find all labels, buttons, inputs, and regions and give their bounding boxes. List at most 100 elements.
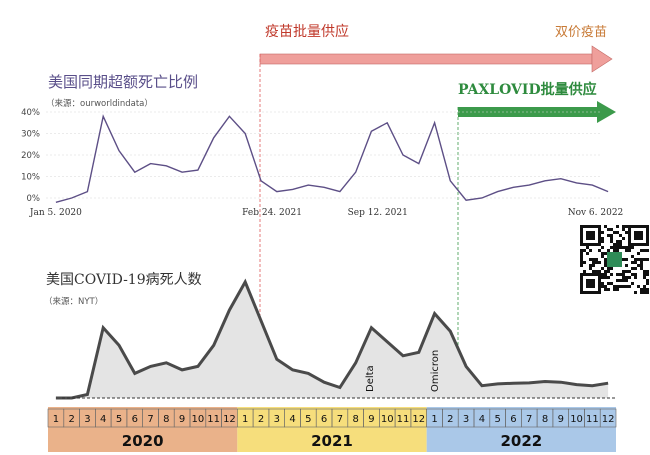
excess-chart-grid xyxy=(46,111,600,199)
qr-module xyxy=(646,270,649,273)
qr-module xyxy=(598,243,601,246)
excess-chart-source: （来源：ourworldindata） xyxy=(46,98,153,109)
qr-module xyxy=(586,243,589,246)
qr-module xyxy=(610,273,613,276)
excess-chart-y-ticks: 0% 10% 20% 30% 40% xyxy=(21,108,40,204)
qr-module xyxy=(628,243,631,246)
qr-module xyxy=(628,246,631,249)
qr-module xyxy=(604,261,607,264)
month-label: 1 xyxy=(431,414,437,425)
qr-module xyxy=(607,228,610,231)
qr-module xyxy=(616,246,619,249)
qr-module xyxy=(598,270,601,273)
qr-module xyxy=(646,273,649,276)
qr-module xyxy=(586,279,589,282)
qr-module xyxy=(637,237,640,240)
qr-module xyxy=(607,276,610,279)
qr-module xyxy=(589,237,592,240)
qr-module xyxy=(598,249,601,252)
qr-module xyxy=(589,231,592,234)
vaccine-supply-label: 疫苗批量供应 xyxy=(265,23,349,40)
qr-module xyxy=(646,243,649,246)
qr-module xyxy=(598,240,601,243)
qr-module xyxy=(580,279,583,282)
qr-module xyxy=(637,234,640,237)
month-label: 3 xyxy=(463,414,469,425)
qr-module xyxy=(622,273,625,276)
month-label: 2 xyxy=(68,414,74,425)
qr-module xyxy=(604,276,607,279)
month-label: 10 xyxy=(381,414,394,425)
month-label: 7 xyxy=(526,414,532,425)
qr-module xyxy=(640,261,643,264)
qr-module xyxy=(592,237,595,240)
omicron-label: Omicron xyxy=(430,350,441,392)
qr-module xyxy=(583,291,586,294)
qr-module xyxy=(601,276,604,279)
qr-module xyxy=(580,240,583,243)
month-label: 1 xyxy=(242,414,248,425)
qr-module xyxy=(622,270,625,273)
qr-module xyxy=(583,225,586,228)
qr-module xyxy=(580,288,583,291)
qr-module xyxy=(613,246,616,249)
qr-module xyxy=(646,291,649,294)
qr-module xyxy=(628,285,631,288)
month-label: 11 xyxy=(207,414,220,425)
excess-y-tick-label: 40% xyxy=(21,108,40,118)
qr-module xyxy=(580,258,583,261)
month-label: 7 xyxy=(337,414,343,425)
qr-module xyxy=(580,243,583,246)
qr-module xyxy=(586,273,589,276)
qr-module xyxy=(601,267,604,270)
qr-module xyxy=(616,231,619,234)
qr-module xyxy=(637,231,640,234)
qr-module xyxy=(631,261,634,264)
qr-module xyxy=(589,234,592,237)
qr-module xyxy=(595,243,598,246)
qr-module xyxy=(583,270,586,273)
qr-module xyxy=(589,282,592,285)
month-label: 11 xyxy=(397,414,410,425)
qr-module xyxy=(595,261,598,264)
qr-module xyxy=(604,273,607,276)
qr-module xyxy=(598,285,601,288)
qr-module xyxy=(643,243,646,246)
qr-module xyxy=(613,288,616,291)
excess-y-tick-label: 0% xyxy=(27,194,41,204)
qr-module xyxy=(598,234,601,237)
qr-module xyxy=(637,264,640,267)
qr-module xyxy=(637,285,640,288)
qr-module xyxy=(592,291,595,294)
excess-x-label: Feb 24. 2021 xyxy=(242,208,302,218)
qr-module xyxy=(643,285,646,288)
qr-module xyxy=(598,261,601,264)
month-label: 8 xyxy=(163,414,169,425)
qr-module xyxy=(625,285,628,288)
qr-module xyxy=(607,282,610,285)
qr-module xyxy=(589,279,592,282)
qr-module xyxy=(592,261,595,264)
qr-module xyxy=(598,288,601,291)
excess-chart-x-labels: Jan 5. 2020 Feb 24. 2021 Sep 12. 2021 Nov 6… xyxy=(29,208,623,218)
month-label: 3 xyxy=(274,414,280,425)
qr-module xyxy=(601,282,604,285)
qr-module xyxy=(604,270,607,273)
qr-module xyxy=(601,246,604,249)
qr-module xyxy=(598,228,601,231)
month-label: 1 xyxy=(53,414,59,425)
qr-module xyxy=(589,273,592,276)
qr-module xyxy=(607,267,610,270)
qr-module xyxy=(643,291,646,294)
qr-module xyxy=(601,240,604,243)
qr-module xyxy=(580,237,583,240)
month-label: 5 xyxy=(305,414,311,425)
qr-module xyxy=(619,234,622,237)
excess-y-tick-label: 30% xyxy=(21,130,40,140)
qr-module xyxy=(604,252,607,255)
qr-module xyxy=(580,264,583,267)
qr-module xyxy=(580,255,583,258)
qr-module xyxy=(592,285,595,288)
qr-module xyxy=(589,258,592,261)
qr-module xyxy=(631,243,634,246)
